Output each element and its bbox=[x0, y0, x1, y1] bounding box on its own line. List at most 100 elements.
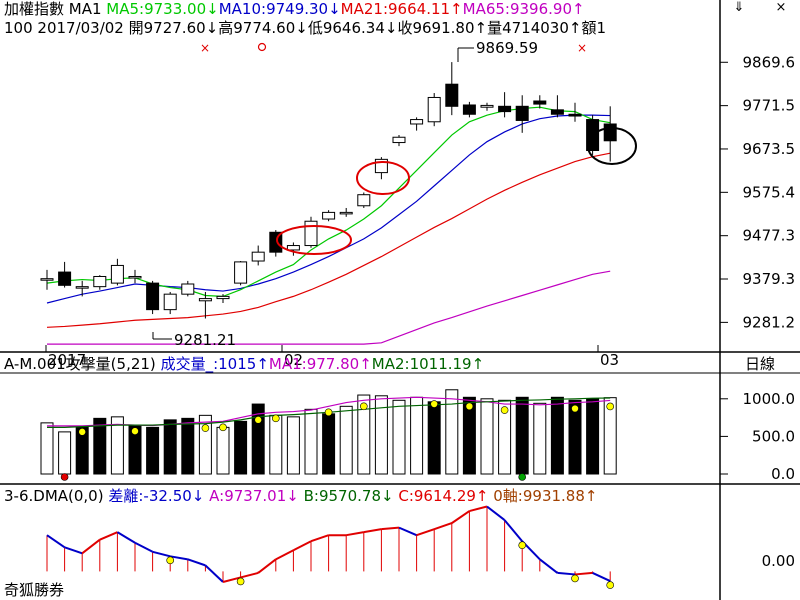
volume-red-dot bbox=[60, 473, 69, 481]
volume-bar bbox=[374, 395, 388, 475]
arrow-down-icon[interactable]: ⇓ bbox=[733, 0, 745, 15]
arrow-down-icon: ↓ bbox=[328, 0, 341, 18]
dma-line-segment bbox=[503, 519, 523, 542]
arrow-up-icon: ↑ bbox=[256, 355, 269, 373]
volume-green-dot bbox=[518, 473, 527, 481]
volume-bar bbox=[515, 396, 529, 475]
volume-axis: 1000.0 500.0 0.0 bbox=[720, 390, 795, 483]
arrow-up-icon: ↑ bbox=[359, 355, 372, 373]
candle-body bbox=[322, 211, 336, 220]
volume-title: A-M.001攻擊量(5,21) bbox=[4, 355, 156, 373]
volume-bar bbox=[603, 397, 617, 475]
candle-body bbox=[269, 231, 283, 253]
dma-line-segment bbox=[416, 528, 435, 537]
dma-line-segment bbox=[451, 510, 470, 524]
period-label[interactable]: 日線 bbox=[745, 355, 775, 373]
candle-body bbox=[93, 275, 107, 288]
dma-line-segment bbox=[486, 505, 506, 521]
volume-bar bbox=[462, 396, 476, 475]
volume-now: 成交量_:1015 bbox=[160, 355, 257, 373]
candle-body bbox=[128, 275, 142, 279]
volume-signal-dot bbox=[571, 404, 579, 413]
low-value: 低9646.34 bbox=[307, 19, 385, 37]
dma-title: 3-6.DMA(0,0) bbox=[4, 487, 104, 505]
candle-body bbox=[58, 271, 72, 286]
dma-diff: 差離:-32.50 bbox=[108, 487, 192, 505]
dma-line-segment bbox=[310, 534, 329, 543]
ma65-line bbox=[47, 270, 611, 345]
volume-signal-dot bbox=[359, 402, 368, 411]
sell-marker: × bbox=[577, 41, 587, 55]
x-label-mar: 03 bbox=[600, 351, 619, 369]
volume-signal-dot bbox=[271, 414, 280, 423]
candle-body bbox=[75, 286, 89, 289]
vol-ma1: MA1:977.80 bbox=[268, 355, 360, 373]
price-tick-label: 9477.3 bbox=[743, 227, 796, 245]
dma-zero: 0軸:9931.88 bbox=[493, 487, 585, 505]
volume-bar bbox=[40, 422, 54, 475]
dma-header: 3-6.DMA(0,0) 差離:-32.50↓ A:9737.01↓ B:957… bbox=[4, 487, 597, 505]
candle-body bbox=[533, 100, 547, 105]
dma-line-segment bbox=[134, 541, 154, 553]
price-tick-label: 9771.5 bbox=[743, 97, 796, 115]
arrow-up-icon: ↑ bbox=[584, 487, 598, 505]
candle-body bbox=[603, 123, 617, 142]
candle-body bbox=[515, 105, 529, 121]
price-header: 加權指數 MA1 MA5:9733.00↓MA10:9749.30↓MA21:9… bbox=[4, 0, 585, 18]
volume-signal-dot bbox=[219, 423, 227, 432]
candle-body bbox=[286, 245, 300, 251]
price-tick-label: 9869.6 bbox=[743, 53, 796, 71]
volume-bar bbox=[498, 399, 512, 475]
dma-line-segment bbox=[469, 505, 488, 513]
ma21-line bbox=[46, 152, 611, 328]
volume-bar bbox=[410, 396, 424, 475]
candle-body bbox=[181, 283, 195, 295]
vol-tick-label: 500.0 bbox=[752, 427, 795, 445]
dma-line-segment bbox=[346, 531, 364, 537]
sell-marker: × bbox=[200, 41, 210, 55]
amount-value: 額1 bbox=[581, 19, 606, 37]
arrow-down-icon: ↓ bbox=[380, 487, 394, 505]
volume-bar bbox=[269, 414, 283, 475]
candle-body bbox=[163, 293, 177, 311]
volume-bar bbox=[58, 431, 72, 475]
highlight-ellipse-3 bbox=[587, 127, 637, 165]
close-icon[interactable]: × bbox=[775, 0, 787, 15]
candle-body bbox=[392, 136, 406, 144]
candle-body bbox=[234, 261, 248, 284]
price-axis: 9869.6 9771.5 9673.5 9575.4 9477.3 9379.3 9281… bbox=[720, 53, 795, 331]
dma-line-segment bbox=[292, 540, 312, 552]
dma-signal-dot bbox=[518, 541, 527, 550]
volume-panel bbox=[40, 389, 617, 481]
volume-bar bbox=[568, 399, 582, 475]
volume-signal-dot bbox=[430, 400, 439, 408]
price-tick-label: 9575.4 bbox=[743, 183, 796, 201]
arrow-down-icon: ↓ bbox=[205, 19, 219, 37]
dma-line-segment bbox=[99, 531, 118, 541]
dma-line-segment bbox=[592, 572, 611, 582]
volume-bar bbox=[146, 426, 160, 475]
arrow-up-icon: ↑ bbox=[475, 487, 489, 505]
x-label-feb: 02 bbox=[284, 351, 303, 369]
volume-bar bbox=[110, 416, 124, 475]
volume-bar bbox=[75, 426, 89, 475]
arrow-up-icon: ↑ bbox=[474, 19, 488, 37]
dma-line-segment bbox=[170, 555, 188, 561]
arrow-up-icon: ↑ bbox=[450, 0, 463, 18]
volume-bar bbox=[445, 389, 459, 475]
dma-line-segment bbox=[64, 546, 83, 555]
dma-a: A:9737.01 bbox=[209, 487, 287, 505]
volume-signal-dot bbox=[131, 427, 139, 435]
dma-line-segment bbox=[275, 549, 294, 561]
candle-body bbox=[462, 104, 476, 115]
volume-bar bbox=[586, 398, 600, 475]
dma-line-segment bbox=[539, 558, 559, 574]
volume-bar bbox=[216, 426, 230, 475]
dma-c: C:9614.29 bbox=[398, 487, 476, 505]
dma-axis-tick: 0.00 bbox=[762, 552, 795, 570]
arrow-up-icon: ↑ bbox=[471, 355, 485, 373]
volume-bar bbox=[533, 402, 547, 475]
dma-signal-dot bbox=[236, 577, 245, 586]
